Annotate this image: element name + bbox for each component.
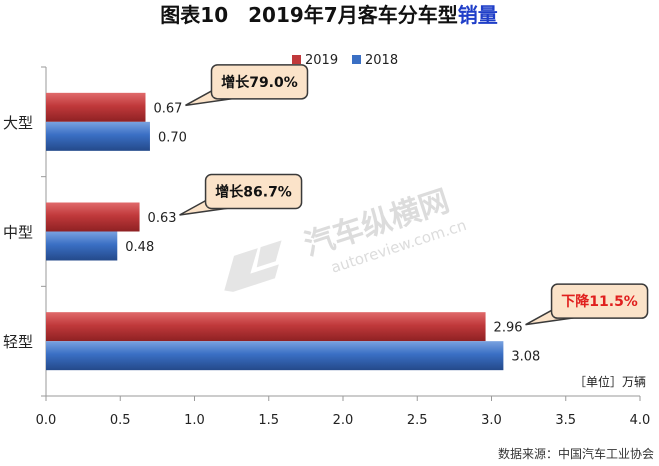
- x-tick-label: 1.0: [184, 413, 205, 428]
- legend: 2019 2018: [292, 53, 398, 68]
- data-label-2018: 3.08: [511, 350, 540, 365]
- callouts: 增长79.0% 增长86.7% 下降11.5%: [179, 64, 649, 326]
- callout-text: 增长79.0%: [221, 74, 298, 91]
- legend-swatch-2019: [292, 55, 301, 64]
- x-tick-label: 3.5: [555, 413, 576, 428]
- chart-title: 图表10 2019年7月客车分车型销量: [160, 3, 497, 27]
- x-tick-label: 1.5: [258, 413, 279, 428]
- bar-2019-1: [46, 202, 140, 232]
- x-tick-marks: [45, 396, 641, 401]
- category-label: 中型: [3, 224, 33, 242]
- bar-2019-2: [46, 312, 486, 342]
- callout-joint: [213, 86, 236, 97]
- bar-2018-1: [46, 231, 118, 261]
- callout-text: 下降11.5%: [561, 293, 638, 310]
- callout-joint: [553, 306, 576, 317]
- bar-2018-2: [46, 341, 504, 371]
- bar-2019-0: [46, 92, 146, 122]
- x-tick-label: 0.0: [36, 413, 57, 428]
- callout-0: 增长79.0%: [185, 64, 309, 107]
- x-tick-labels: 0.0 0.5 1.0 1.5 2.0 2.5 3.0 3.5 4.0: [36, 413, 651, 428]
- bars: [46, 92, 504, 371]
- data-label-2019: 0.63: [148, 211, 177, 226]
- watermark-logo-icon: [224, 240, 282, 292]
- data-label-2018: 0.70: [158, 130, 187, 145]
- legend-swatch-2018: [352, 55, 361, 64]
- category-label: 大型: [3, 114, 33, 132]
- legend-label-2018: 2018: [365, 53, 398, 68]
- bar-2018-0: [46, 121, 150, 151]
- category-label: 轻型: [3, 333, 33, 351]
- x-tick-label: 2.0: [333, 413, 354, 428]
- x-tick-label: 3.0: [481, 413, 502, 428]
- unit-label: ［单位］万辆: [574, 374, 646, 389]
- x-tick-label: 0.5: [110, 413, 131, 428]
- x-tick-label: 2.5: [407, 413, 428, 428]
- chart-title-main: 图表10 2019年7月客车分车型: [160, 3, 457, 27]
- legend-label-2019: 2019: [305, 53, 338, 68]
- callout-1: 增长86.7%: [179, 173, 303, 216]
- callout-joint: [207, 196, 230, 207]
- data-label-2018: 0.48: [125, 240, 154, 255]
- data-label-2019: 2.96: [494, 321, 523, 336]
- callout-2: 下降11.5%: [525, 283, 649, 326]
- x-tick-label: 4.0: [630, 413, 651, 428]
- source-note: 数据来源：中国汽车工业协会: [498, 446, 654, 461]
- y-tick-marks: [41, 66, 46, 397]
- callout-text: 增长86.7%: [215, 184, 292, 201]
- chart-title-accent: 销量: [458, 3, 498, 27]
- data-label-2019: 0.67: [153, 101, 182, 116]
- data-labels: 0.67 0.70 0.63 0.48 2.96 3.08: [125, 101, 540, 364]
